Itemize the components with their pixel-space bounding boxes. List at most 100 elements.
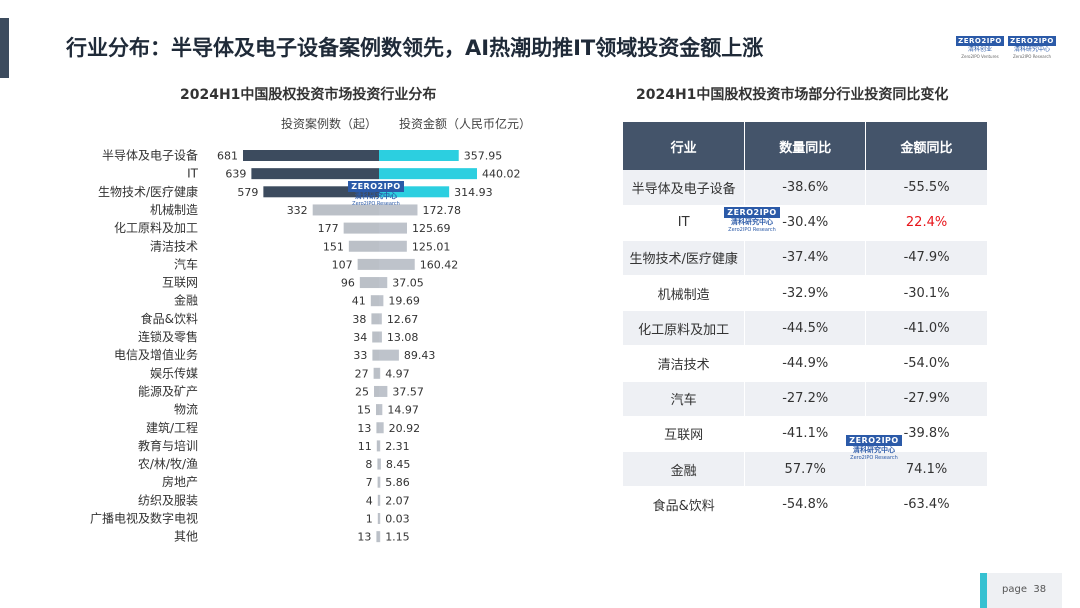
- amount-bar: [379, 422, 384, 434]
- page-number-box: [980, 573, 1062, 608]
- cases-bar: [372, 331, 379, 343]
- cases-value-label: 11: [358, 440, 372, 453]
- amount-value-label: 0.03: [385, 513, 410, 526]
- bar-chart-title: 2024H1中国股权投资市场投资行业分布: [180, 87, 437, 103]
- amount-bar: [379, 168, 477, 180]
- table-row: 机械制造 -32.9% -30.1%: [623, 275, 988, 312]
- cases-value-label: 1: [366, 513, 373, 526]
- amount-bar: [379, 494, 381, 506]
- logo-top-text: ZERO2IPO: [1008, 36, 1056, 46]
- category-label: 农/林/牧/渔: [138, 457, 198, 471]
- amount-yoy-cell: 22.4%: [865, 205, 988, 241]
- logo-top-text: ZERO2IPO: [956, 36, 1004, 46]
- industry-cell: 清洁技术: [623, 345, 746, 382]
- industry-cell: 生物技术/医疗健康: [623, 240, 746, 277]
- table-row: 化工原料及加工 -44.5% -41.0%: [623, 310, 988, 347]
- cases-value-label: 639: [225, 168, 246, 181]
- amount-bar: [379, 476, 381, 488]
- amount-bar: [379, 367, 381, 379]
- amount-value-label: 172.78: [422, 204, 461, 217]
- amount-yoy-cell: -39.8%: [865, 416, 988, 453]
- category-label: 纺织及服装: [138, 493, 198, 507]
- amount-value-label: 125.01: [412, 240, 451, 253]
- category-label: 金融: [174, 293, 198, 308]
- category-label: 电信及增值业务: [114, 347, 198, 362]
- amount-value-label: 314.93: [454, 186, 493, 199]
- industry-cell: 互联网: [623, 416, 746, 453]
- cases-value-label: 579: [237, 186, 258, 199]
- cases-bar: [377, 494, 379, 506]
- cases-bar: [371, 313, 379, 325]
- amount-bar: [379, 204, 418, 216]
- zero2ipo-watermark: ZERO2IPO 清科研究中心 Zero2IPO Research: [720, 207, 784, 237]
- category-label: 能源及矿产: [138, 384, 198, 398]
- amount-value-label: 13.08: [387, 331, 419, 344]
- zero2ipo-ventures-logo: ZERO2IPO 清科创业 Zero2IPO Ventures: [956, 36, 1004, 62]
- industry-cell: 汽车: [623, 381, 746, 417]
- cases-value-label: 8: [365, 458, 372, 471]
- cases-value-label: 13: [357, 531, 371, 544]
- amount-bar: [379, 440, 381, 452]
- count-yoy-cell: -44.5%: [744, 310, 867, 347]
- amount-bar: [379, 513, 381, 524]
- logo-sub-text: Zero2IPO Research: [1012, 54, 1052, 59]
- category-label: 汽车: [174, 256, 198, 271]
- category-label: 食品&饮料: [141, 311, 198, 326]
- page-number-value: 38: [1033, 584, 1047, 595]
- watermark-sub-text: Zero2IPO Research: [352, 201, 400, 207]
- table-row: IT -30.4% 22.4%: [623, 205, 988, 241]
- amount-bar: [379, 277, 388, 289]
- cases-value-label: 151: [323, 240, 344, 253]
- category-label: 建筑/工程: [146, 420, 198, 435]
- amount-yoy-cell: -63.4%: [865, 486, 988, 523]
- category-label: 生物技术/医疗健康: [98, 184, 198, 199]
- cases-value-label: 41: [352, 295, 366, 308]
- cases-bar: [376, 404, 379, 416]
- title-accent-bar: [0, 18, 9, 78]
- amount-yoy-cell: -55.5%: [865, 170, 988, 206]
- zero2ipo-watermark: ZERO2IPO 清科研究中心 Zero2IPO Research: [842, 435, 906, 465]
- industry-cell: 食品&饮料: [623, 486, 746, 523]
- industry-cell: 机械制造: [623, 275, 746, 312]
- count-yoy-cell: -54.8%: [744, 486, 867, 523]
- cases-bar: [359, 277, 379, 289]
- watermark-bottom-text: 清科研究中心: [355, 192, 397, 200]
- zero2ipo-research-logo: ZERO2IPO 清科研究中心 Zero2IPO Research: [1008, 36, 1056, 62]
- amount-value-label: 2.31: [385, 440, 410, 453]
- count-yoy-cell: -37.4%: [744, 240, 867, 277]
- amount-bar: [379, 295, 384, 307]
- watermark-sub-text: Zero2IPO Research: [728, 227, 776, 233]
- table-row: 半导体及电子设备 -38.6% -55.5%: [623, 170, 988, 206]
- watermark-top-text: ZERO2IPO: [724, 207, 780, 218]
- category-label: 连锁及零售: [138, 329, 198, 344]
- amount-yoy-cell: -54.0%: [865, 345, 988, 382]
- table-row: 汽车 -27.2% -27.9%: [623, 381, 988, 417]
- amount-value-label: 1.15: [385, 531, 410, 544]
- cases-bar: [377, 476, 379, 488]
- cases-value-label: 96: [341, 277, 355, 290]
- table-row: 清洁技术 -44.9% -54.0%: [623, 345, 988, 382]
- amount-value-label: 12.67: [387, 313, 419, 326]
- cases-value-label: 34: [353, 331, 367, 344]
- amount-bar: [379, 150, 459, 161]
- cases-value-label: 177: [318, 222, 339, 235]
- amount-value-label: 20.92: [389, 422, 421, 435]
- cases-value-label: 4: [366, 494, 373, 507]
- amount-bar: [379, 404, 383, 416]
- legend-amount-label: 投资金额（人民币亿元）: [399, 116, 531, 131]
- amount-bar: [379, 331, 382, 343]
- page-label: page: [1002, 584, 1027, 595]
- table-header-cell: 数量同比: [744, 122, 867, 170]
- table-row: 金融 57.7% 74.1%: [623, 451, 988, 488]
- count-yoy-cell: -38.6%: [744, 170, 867, 206]
- amount-value-label: 37.05: [392, 277, 424, 290]
- cases-bar: [263, 186, 379, 198]
- count-yoy-cell: -32.9%: [744, 275, 867, 312]
- category-label: 化工原料及加工: [114, 221, 198, 235]
- category-label: 教育与培训: [138, 438, 198, 453]
- legend-cases-label: 投资案例数（起）: [281, 116, 377, 131]
- amount-value-label: 37.57: [392, 385, 424, 398]
- count-yoy-cell: -27.2%: [744, 381, 867, 417]
- category-label: 房地产: [162, 474, 198, 489]
- cases-bar: [377, 458, 379, 470]
